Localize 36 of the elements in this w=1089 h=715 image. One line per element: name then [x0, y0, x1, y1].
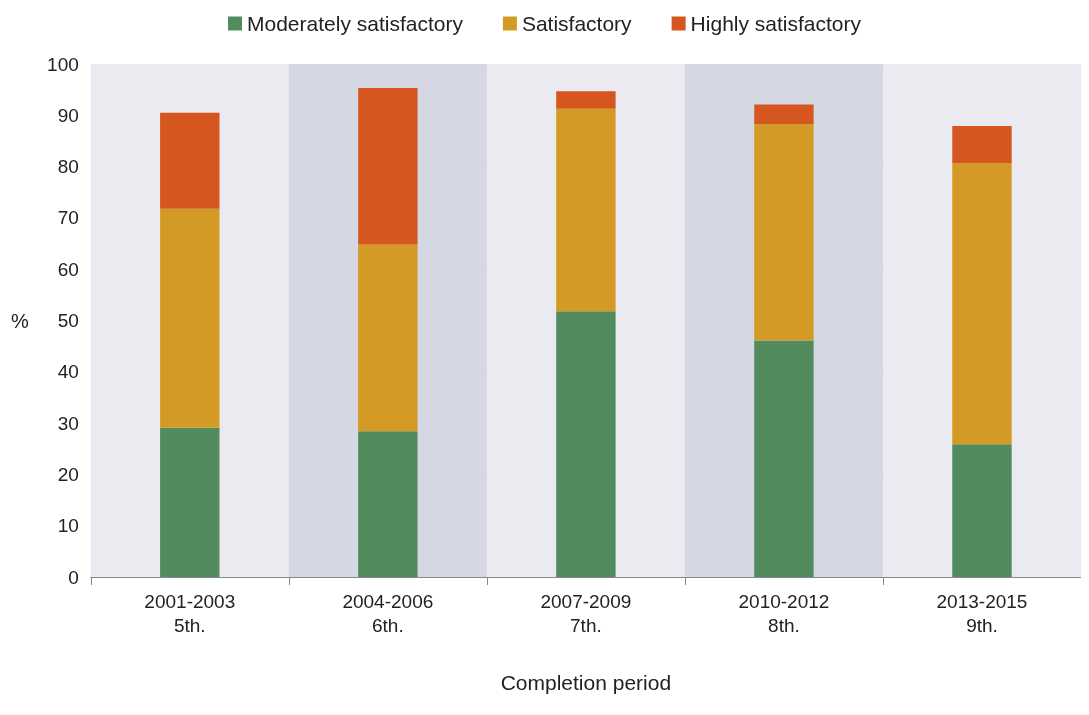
x-tick-label: 2010-2012 8th.	[738, 590, 830, 636]
y-tick-label: 50	[57, 310, 79, 331]
y-tick-label: 40	[57, 361, 79, 383]
legend-label: Moderately satisfactory	[246, 12, 464, 35]
y-tick-label: 70	[57, 207, 79, 229]
legend-label: Highly satisfactory	[690, 12, 862, 35]
bar	[358, 88, 418, 245]
bar	[952, 126, 1012, 164]
bar	[358, 244, 418, 432]
y-tick-label: 100	[47, 53, 79, 75]
x-tick-label: 2007-2009 7th.	[540, 590, 632, 636]
x-tick-label: 2004-2006 6th.	[342, 590, 434, 636]
bar	[952, 444, 1012, 577]
legend-label: Satisfactory	[521, 12, 633, 35]
y-tick-label: 80	[57, 156, 79, 178]
y-tick-label: 10	[57, 515, 79, 537]
bar	[754, 104, 814, 125]
y-tick-label: 30	[57, 412, 79, 434]
bar	[358, 431, 418, 577]
bar	[952, 163, 1012, 445]
y-tick-label: 0	[68, 566, 79, 588]
y-tick-label: 90	[57, 104, 79, 126]
y-tick-label: 20	[57, 463, 79, 485]
bar	[556, 108, 616, 312]
y-tick-label: 60	[57, 258, 79, 280]
x-tick-label: 2013-2015 9th.	[936, 590, 1028, 636]
x-tick-label: 2001-2003 5th.	[144, 590, 236, 636]
bar	[754, 124, 814, 341]
bar	[754, 340, 814, 577]
bar	[556, 311, 616, 577]
bar	[160, 208, 220, 428]
bar	[160, 427, 220, 577]
x-axis-title: Completion period	[500, 671, 672, 694]
y-axis-title: %	[10, 309, 29, 332]
bar	[160, 112, 220, 209]
bar	[556, 91, 616, 109]
